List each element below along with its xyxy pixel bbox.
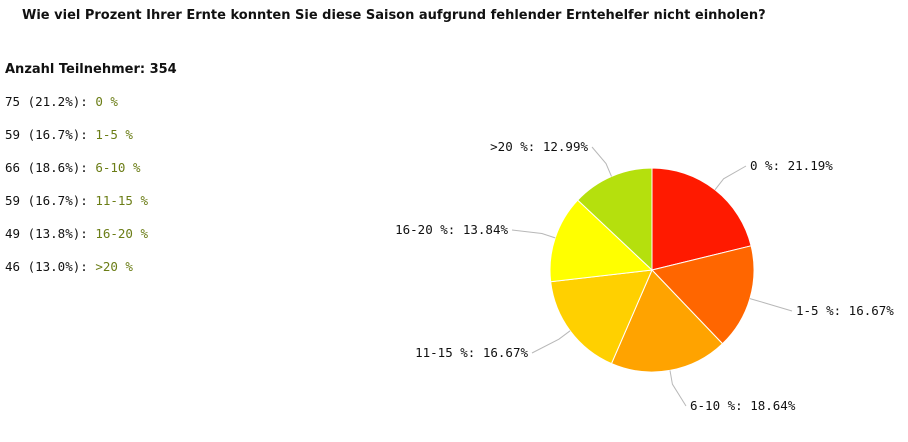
result-count: 75 (21.2%): <box>5 94 96 109</box>
pie-leader-line <box>749 298 793 312</box>
result-row: 46 (13.0%): >20 % <box>5 258 148 291</box>
pie-slice <box>550 269 653 365</box>
pie-slice <box>651 245 755 345</box>
result-row: 59 (16.7%): 1-5 % <box>5 126 148 159</box>
pie-slice <box>651 167 752 271</box>
pie-leader-line <box>591 146 612 177</box>
pie-leader-lines <box>511 146 793 407</box>
pie-data-label: 11-15 %: 16.67% <box>415 345 528 360</box>
result-label: 6-10 % <box>95 160 141 175</box>
survey-question: Wie viel Prozent Ihrer Ernte konnten Sie… <box>22 8 766 23</box>
result-row: 66 (18.6%): 6-10 % <box>5 159 148 192</box>
pie-leader-line <box>511 229 556 239</box>
pie-leader-line <box>531 330 571 354</box>
result-count: 49 (13.8%): <box>5 226 96 241</box>
pie-data-label: 1-5 %: 16.67% <box>796 303 894 318</box>
result-count: 59 (16.7%): <box>5 193 96 208</box>
pie-data-label: 6-10 %: 18.64% <box>690 398 796 413</box>
result-label: 16-20 % <box>95 226 148 241</box>
result-count: 46 (13.0%): <box>5 259 96 274</box>
result-row: 49 (13.8%): 16-20 % <box>5 225 148 258</box>
result-label: >20 % <box>95 259 133 274</box>
results-list: 75 (21.2%): 0 % 59 (16.7%): 1-5 % 66 (18… <box>5 93 148 291</box>
pie-leader-line <box>669 370 687 407</box>
result-label: 0 % <box>95 94 118 109</box>
result-count: 59 (16.7%): <box>5 127 96 142</box>
result-count: 66 (18.6%): <box>5 160 96 175</box>
result-row: 75 (21.2%): 0 % <box>5 93 148 126</box>
pie-data-labels: 0 %: 21.19% 1-5 %: 16.67% 6-10 %: 18.64% 11… <box>395 139 894 413</box>
result-label: 11-15 % <box>95 193 148 208</box>
pie-data-label: 0 %: 21.19% <box>750 158 833 173</box>
participant-count: Anzahl Teilnehmer: 354 <box>5 62 177 77</box>
pie-data-label: 16-20 %: 13.84% <box>395 222 508 237</box>
pie-leader-line <box>714 165 747 191</box>
result-label: 1-5 % <box>95 127 133 142</box>
pie-data-label: >20 %: 12.99% <box>490 139 588 154</box>
pie-slice <box>610 269 724 373</box>
pie-slice <box>549 199 654 283</box>
result-row: 59 (16.7%): 11-15 % <box>5 192 148 225</box>
pie-slices <box>549 167 755 373</box>
